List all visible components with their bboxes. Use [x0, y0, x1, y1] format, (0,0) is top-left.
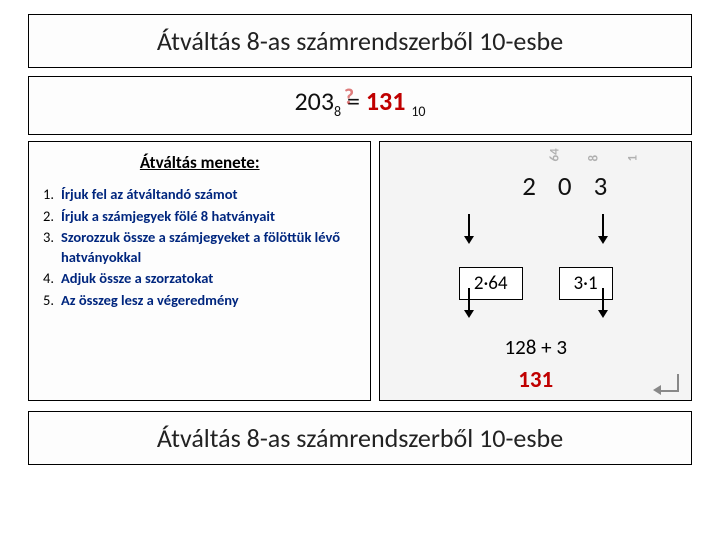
list-item: 2. Írjuk a számjegyek fölé 8 hatványait [43, 207, 356, 227]
rhs-base: 10 [411, 103, 425, 120]
lhs-num: 203 [294, 85, 334, 117]
power-8: 8 [587, 150, 602, 162]
arrows-top [380, 214, 691, 242]
steps-title: Átváltás menete: [43, 152, 356, 173]
list-item: 3. Szorozzuk össze a számjegyeket a fölö… [43, 228, 356, 267]
arrow-down-icon [468, 288, 470, 316]
return-arrow-icon [659, 374, 679, 392]
list-item: 1. Írjuk fel az átváltandó számot [43, 185, 356, 205]
digits-row: 203 [386, 170, 685, 203]
list-item: 5. Az összeg lesz a végeredmény [43, 291, 356, 311]
power-1: 1 [626, 150, 641, 162]
rhs-num: 131 [366, 85, 406, 117]
step-text: Adjuk össze a szorzatokat [61, 269, 213, 289]
step-text: Az összeg lesz a végeredmény [61, 291, 239, 311]
diagram-panel: 64 8 1 203 2·64 3·1 128 + 3 131 [379, 141, 692, 401]
lhs-base: 8 [334, 103, 341, 120]
arrows-bottom [380, 288, 691, 316]
arrow-down-icon [468, 214, 470, 242]
power-64: 64 [548, 150, 563, 162]
arrow-down-icon [602, 214, 604, 242]
page-title: Átváltás 8-as számrendszerből 10-esbe [28, 14, 692, 68]
steps-list: 1. Írjuk fel az átváltandó számot 2. Írj… [43, 185, 356, 310]
footer-title: Átváltás 8-as számrendszerből 10-esbe [28, 411, 692, 465]
step-text: Szorozzuk össze a számjegyeket a fölöttü… [61, 228, 356, 267]
step-text: Írjuk a számjegyek fölé 8 hatványait [61, 207, 275, 227]
list-item: 4. Adjuk össze a szorzatokat [43, 269, 356, 289]
question-mark: ? [344, 83, 354, 110]
steps-panel: Átváltás menete: 1. Írjuk fel az átválta… [28, 141, 371, 401]
step-text: Írjuk fel az átváltandó számot [61, 185, 238, 205]
sum-row: 128 + 3 [386, 334, 685, 360]
equation-box: 2038 = ? 131 10 [28, 76, 692, 135]
final-result: 131 [386, 366, 685, 394]
arrow-down-icon [602, 288, 604, 316]
powers-row: 64 8 1 [549, 148, 639, 163]
